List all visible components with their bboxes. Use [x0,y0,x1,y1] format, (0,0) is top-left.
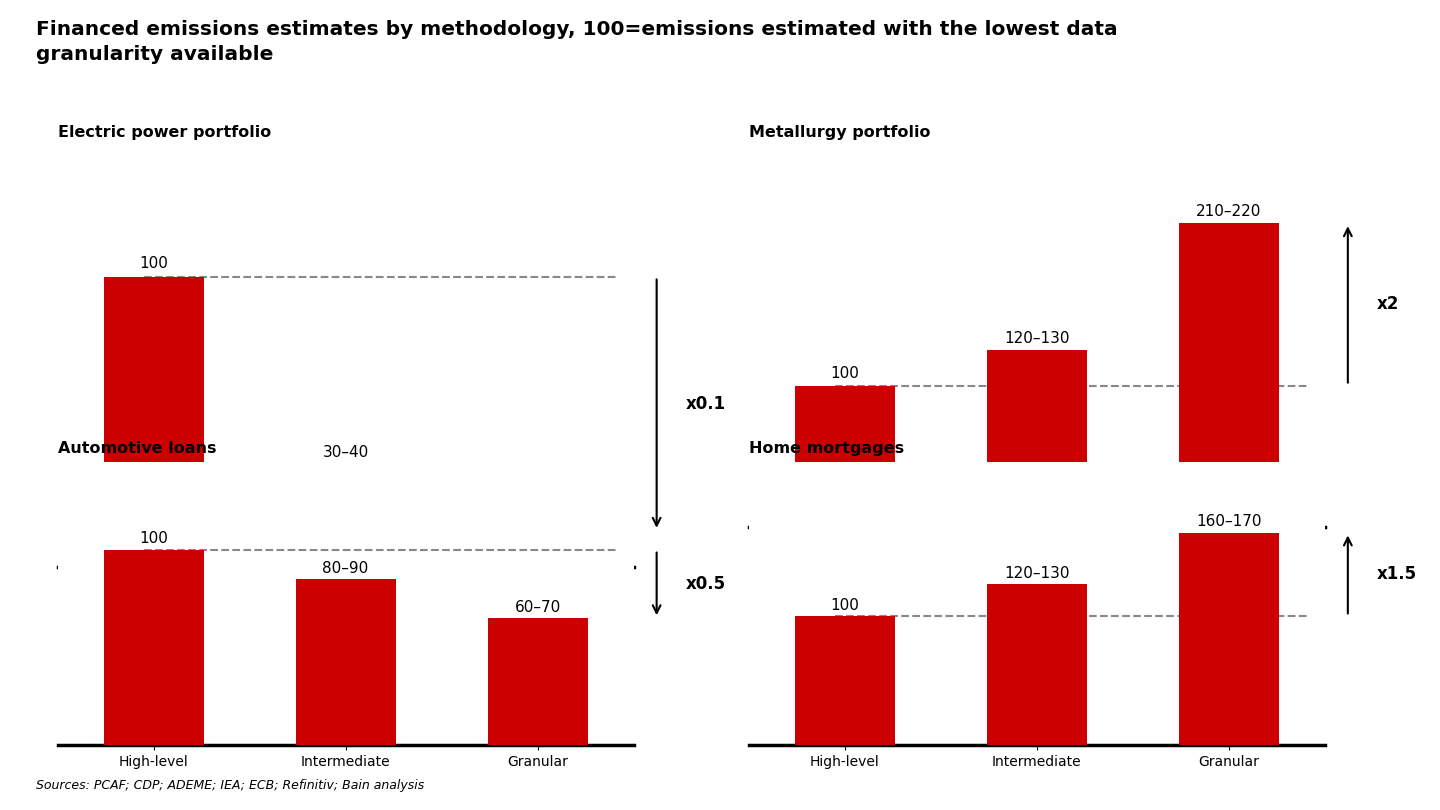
Text: 100: 100 [140,257,168,271]
Text: Automotive loans: Automotive loans [58,441,216,456]
Text: Home mortgages: Home mortgages [749,441,904,456]
Text: x0.5: x0.5 [685,575,726,593]
Bar [795,386,894,526]
Text: 100: 100 [831,366,860,381]
Text: 80–90: 80–90 [323,561,369,576]
Text: 100: 100 [140,531,168,546]
Text: 210–220: 210–220 [1197,204,1261,219]
Text: 10–15: 10–15 [514,510,560,526]
Text: 120–130: 120–130 [1004,565,1070,581]
Text: granularity available: granularity available [36,45,274,63]
Text: 30–40: 30–40 [323,446,369,460]
Bar [488,618,588,745]
Text: x2: x2 [1377,296,1400,313]
Text: x0.1: x0.1 [685,394,726,412]
Text: Sources: PCAF; CDP; ADEME; IEA; ECB; Refinitiv; Bain analysis: Sources: PCAF; CDP; ADEME; IEA; ECB; Ref… [36,779,425,792]
Text: 60–70: 60–70 [514,599,560,615]
Bar [295,465,396,567]
Text: 160–170: 160–170 [1197,514,1261,529]
Bar [488,531,588,567]
Bar [986,584,1087,745]
Text: 100: 100 [831,598,860,613]
Text: Metallurgy portfolio: Metallurgy portfolio [749,126,930,140]
Text: 120–130: 120–130 [1004,330,1070,346]
Bar [104,550,203,745]
Text: x1.5: x1.5 [1377,565,1417,583]
Bar [104,276,203,567]
Bar [1179,224,1279,526]
Bar [795,616,894,745]
Bar [986,350,1087,526]
Bar [295,579,396,745]
Text: Financed emissions estimates by methodology, 100=emissions estimated with the lo: Financed emissions estimates by methodol… [36,20,1117,39]
Text: Electric power portfolio: Electric power portfolio [58,126,271,140]
Bar [1179,533,1279,745]
